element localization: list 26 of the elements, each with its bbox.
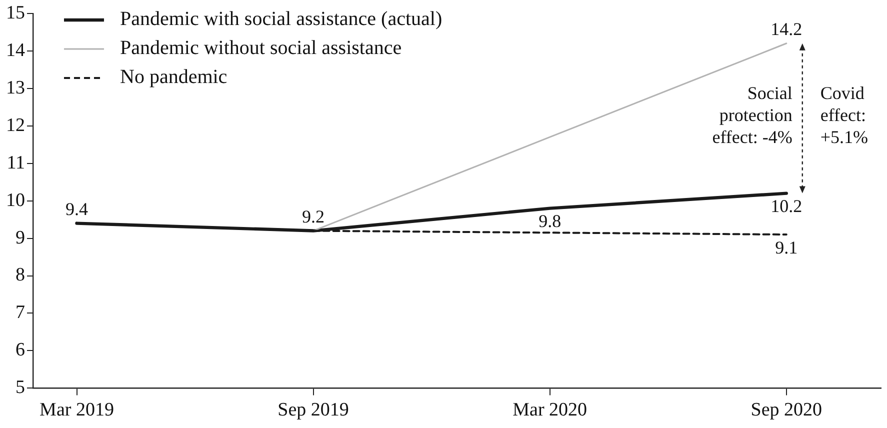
y-tick-label: 7 — [16, 302, 25, 324]
y-tick-label: 11 — [6, 152, 25, 174]
data-label: 10.2 — [770, 196, 802, 216]
data-label: 9.4 — [66, 199, 88, 220]
y-tick-label: 15 — [6, 2, 25, 24]
legend-label: Pandemic with social assistance (actual) — [120, 8, 442, 31]
data-label: 9.2 — [302, 206, 325, 227]
legend-label: Pandemic without social assistance — [120, 37, 402, 60]
y-tick-label: 10 — [6, 190, 25, 211]
annotation: Covid effect: +5.1% — [820, 83, 868, 148]
data-label: 14.2 — [770, 19, 802, 40]
x-tick-label: Sep 2020 — [750, 400, 822, 421]
y-tick-label: 12 — [6, 114, 25, 136]
annotation: Social protection effect: -4% — [712, 83, 792, 148]
data-label: 9.1 — [775, 237, 798, 258]
legend-label: No pandemic — [120, 66, 228, 89]
y-tick-label: 14 — [6, 40, 26, 61]
y-tick-label: 9 — [16, 227, 25, 248]
y-tick-label: 13 — [6, 77, 25, 98]
x-tick-label: Sep 2019 — [278, 400, 349, 421]
data-label: 9.8 — [538, 211, 562, 232]
y-tick-label: 6 — [16, 340, 25, 361]
x-tick-label: Mar 2020 — [512, 400, 588, 421]
y-tick-label: 8 — [16, 264, 25, 286]
x-tick-label: Mar 2019 — [40, 400, 114, 421]
y-tick-label: 5 — [16, 377, 25, 398]
